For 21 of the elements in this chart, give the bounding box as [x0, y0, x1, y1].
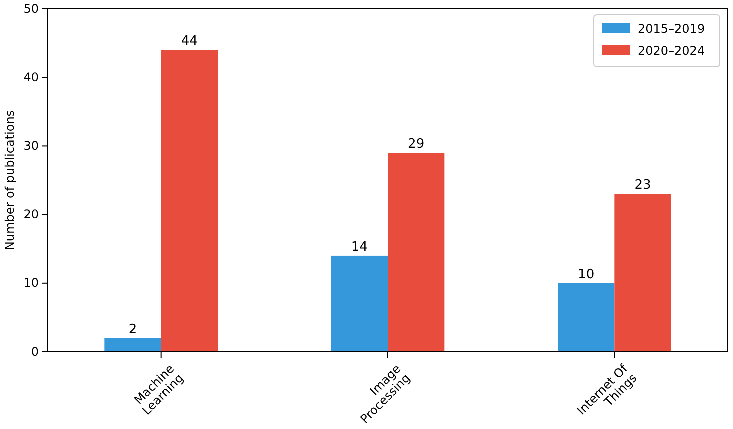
- bar: [331, 256, 388, 352]
- data-label: 10: [578, 267, 595, 282]
- bar: [558, 283, 615, 352]
- y-tick-label: 20: [24, 208, 39, 222]
- bar: [161, 50, 218, 352]
- legend-label: 2015–2019: [638, 22, 706, 36]
- y-axis-title: Number of publications: [3, 110, 17, 251]
- data-label: 44: [181, 34, 198, 50]
- bar: [388, 153, 445, 352]
- y-tick-label: 50: [24, 2, 39, 16]
- data-label: 23: [634, 178, 652, 194]
- bar: [104, 338, 162, 352]
- data-label: 29: [408, 137, 425, 152]
- y-tick-label: 10: [24, 276, 39, 290]
- data-label: 2: [128, 322, 138, 338]
- legend-label: 2020–2024: [638, 44, 706, 58]
- bar: [614, 194, 672, 352]
- data-label: 14: [351, 240, 368, 255]
- y-tick-label: 0: [31, 344, 39, 359]
- y-tick-label: 40: [24, 70, 39, 84]
- y-tick-label: 30: [24, 139, 39, 154]
